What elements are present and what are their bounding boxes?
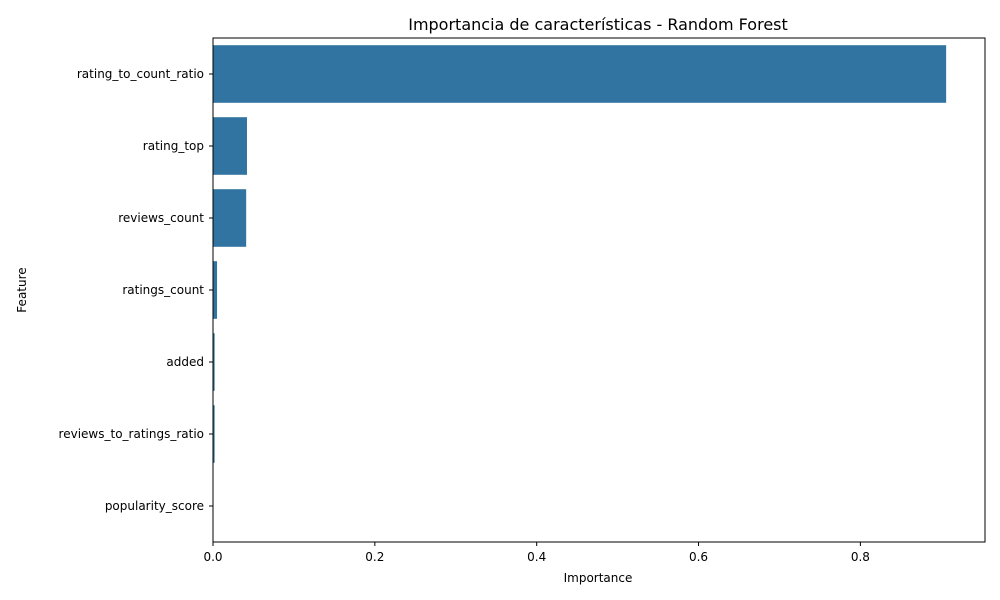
x-tick-label: 0.4 <box>527 550 546 564</box>
x-axis-ticks: 0.0 0.2 0.4 0.6 0.8 <box>203 542 870 564</box>
bar-reviews_to_ratings_ratio <box>213 405 215 463</box>
bar-rating_top <box>213 117 247 175</box>
bar-added <box>213 333 215 391</box>
x-axis-label: Importance <box>564 571 633 585</box>
x-tick-label: 0.0 <box>203 550 222 564</box>
chart-title: Importancia de características - Random … <box>408 15 788 34</box>
y-axis-label: Feature <box>15 267 29 312</box>
y-axis-ticks: rating_to_count_ratio rating_top reviews_c… <box>59 67 213 513</box>
bar-ratings_count <box>213 261 218 319</box>
x-tick-label: 0.2 <box>365 550 384 564</box>
bars-group <box>213 45 947 535</box>
y-tick-label: rating_top <box>143 139 204 153</box>
y-tick-label: ratings_count <box>122 283 204 297</box>
bar-reviews_count <box>213 189 247 247</box>
x-tick-label: 0.6 <box>689 550 708 564</box>
plot-frame <box>212 37 986 543</box>
y-tick-label: popularity_score <box>105 499 204 513</box>
x-tick-label: 0.8 <box>851 550 870 564</box>
y-tick-label: added <box>166 355 204 369</box>
bar-rating_to_count_ratio <box>213 45 947 103</box>
y-tick-label: reviews_to_ratings_ratio <box>59 427 204 441</box>
y-tick-label: rating_to_count_ratio <box>77 67 204 81</box>
y-tick-label: reviews_count <box>118 211 204 225</box>
